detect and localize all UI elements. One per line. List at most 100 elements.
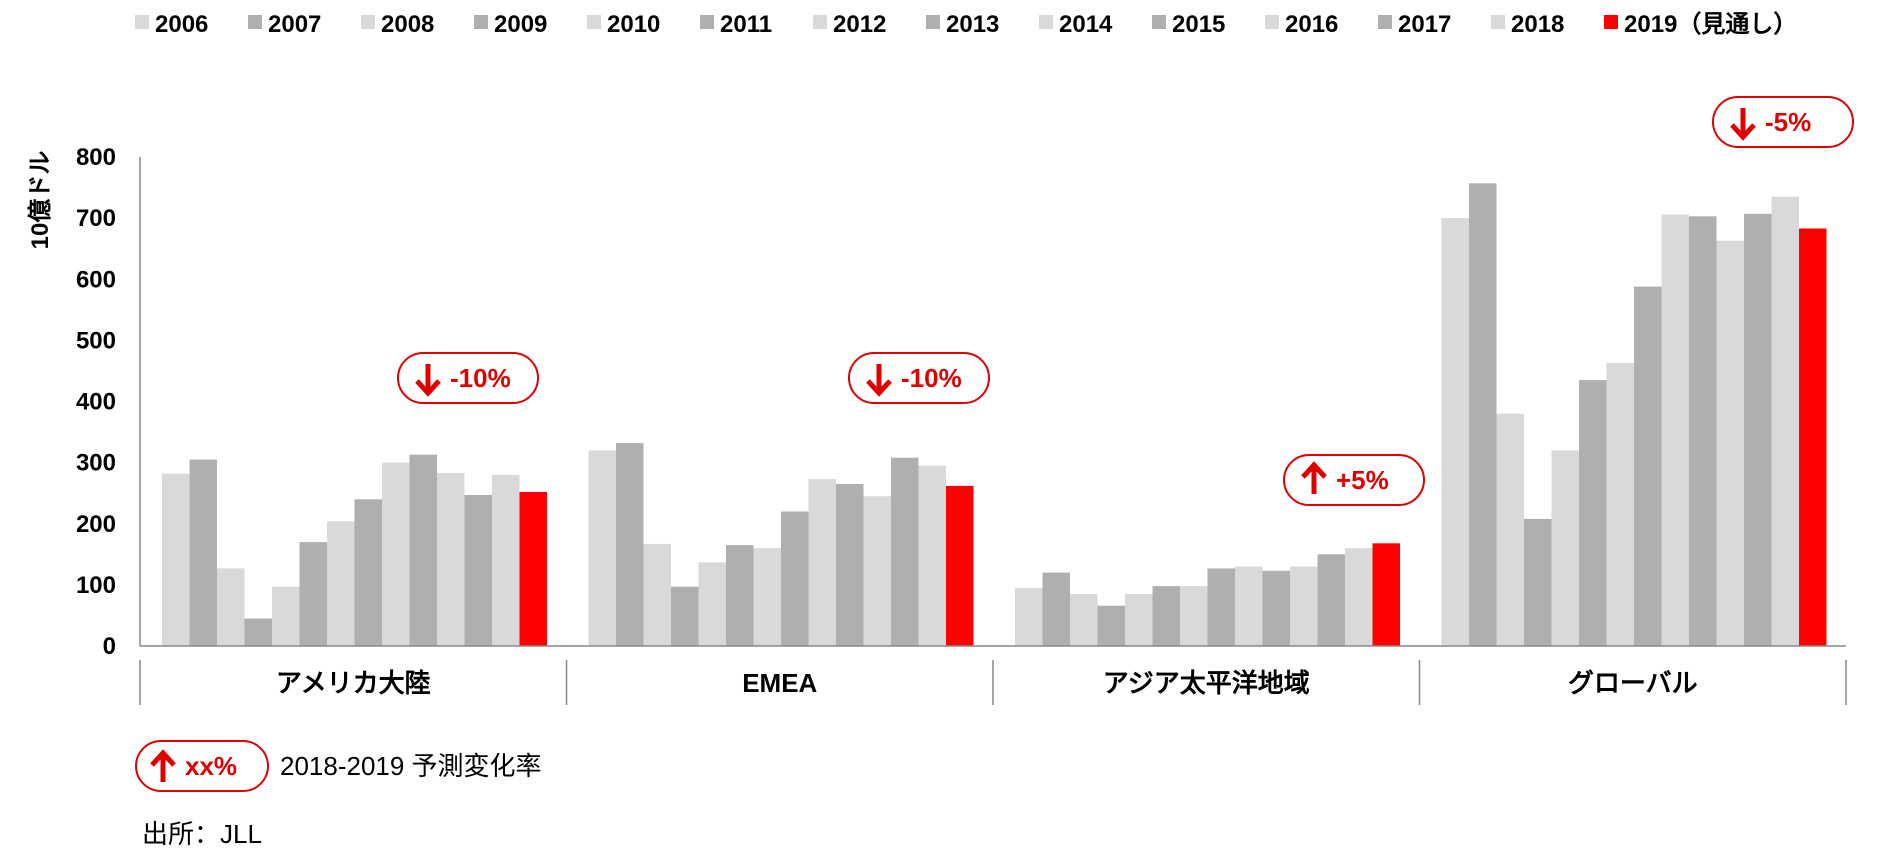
bar	[217, 568, 245, 646]
bar	[299, 542, 327, 646]
arrow-up-icon	[1301, 461, 1327, 494]
bar	[1042, 572, 1070, 646]
legend-label: 2018	[1511, 11, 1564, 38]
legend-label: 2011	[720, 11, 772, 38]
legend-label: 2012	[833, 11, 886, 38]
legend-label: 2013	[946, 11, 999, 38]
y-tick-label: 100	[76, 572, 116, 599]
bar	[1551, 450, 1579, 646]
legend-swatch	[1378, 15, 1392, 29]
bar	[946, 485, 974, 646]
y-axis: 10億ドル 0 100 200 300 400 500 600 700 800	[26, 144, 141, 660]
legend-swatch	[926, 15, 940, 29]
bar	[1441, 218, 1469, 646]
legend-swatch	[248, 15, 262, 29]
category-label: アメリカ大陸	[276, 668, 431, 698]
legend: 2006 2007 2008 2009 2010 2011 2012 2013 2014 2015…	[135, 11, 1797, 38]
legend-label: 2015	[1172, 11, 1225, 38]
legend-swatch	[1265, 15, 1279, 29]
y-tick-label: 200	[76, 511, 116, 538]
change-badge-label: -10%	[901, 363, 962, 393]
bar	[1496, 413, 1524, 646]
note-text: 2018-2019 予測変化率	[280, 751, 542, 781]
legend-label: 2016	[1285, 11, 1338, 38]
bar	[1262, 570, 1290, 646]
x-axis: アメリカ大陸 EMEA アジア太平洋地域 グローバル	[139, 645, 1847, 705]
bar	[1799, 228, 1827, 646]
arrow-down-icon	[866, 364, 892, 397]
legend-label: 2006	[155, 11, 208, 38]
bar	[492, 474, 520, 646]
legend-swatch	[813, 15, 827, 29]
bar	[519, 492, 547, 646]
bar	[616, 443, 644, 646]
bar	[753, 548, 781, 646]
y-tick-label: 300	[76, 450, 116, 477]
bar	[272, 586, 300, 646]
bar	[1235, 566, 1263, 646]
legend-swatch	[1152, 15, 1166, 29]
y-tick-label: 500	[76, 327, 116, 354]
legend-label: 2008	[381, 11, 434, 38]
legend-label: 2019（見通し）	[1624, 11, 1797, 38]
legend-swatch	[1039, 15, 1053, 29]
bar	[588, 450, 616, 646]
legend-swatch	[1604, 15, 1618, 29]
bar	[382, 462, 410, 646]
bar	[918, 465, 946, 646]
legend-swatch	[1491, 15, 1505, 29]
legend-label: 2007	[268, 11, 321, 38]
legend-swatch	[587, 15, 601, 29]
bar	[643, 543, 671, 646]
legend-label: 2010	[607, 11, 660, 38]
bar	[1207, 568, 1235, 646]
change-rate-note: xx% 2018-2019 予測変化率	[135, 740, 542, 792]
y-tick-label: 0	[103, 633, 116, 660]
bar	[1345, 548, 1373, 646]
category-label: EMEA	[742, 668, 817, 698]
note-badge-label: xx%	[185, 751, 237, 781]
bar	[354, 499, 382, 646]
bars	[162, 183, 1827, 647]
bar	[1469, 183, 1497, 647]
bar	[1372, 543, 1400, 646]
bar	[1579, 380, 1607, 646]
bar	[1070, 594, 1098, 646]
note-badge	[135, 740, 269, 792]
change-badge-label: -5%	[1765, 107, 1811, 137]
bar	[464, 495, 492, 646]
y-axis-label: 10億ドル	[26, 151, 54, 250]
bar	[409, 454, 437, 646]
change-badge-label: -10%	[450, 363, 511, 393]
legend-swatch	[474, 15, 488, 29]
y-tick-label: 800	[76, 144, 116, 171]
bar	[1290, 566, 1318, 646]
bar	[1097, 605, 1125, 646]
bar	[671, 586, 699, 646]
bar	[162, 473, 190, 646]
change-badge-label: +5%	[1336, 465, 1389, 495]
bar	[1661, 214, 1689, 646]
bar	[437, 473, 465, 646]
arrow-down-icon	[1730, 108, 1756, 141]
arrow-down-icon	[415, 364, 441, 397]
bar	[1125, 594, 1153, 646]
bar	[1689, 216, 1717, 647]
bar	[1744, 213, 1772, 647]
legend-swatch	[361, 15, 375, 29]
annotations: -10% -10% +5% -5%	[397, 96, 1854, 506]
bar	[1015, 587, 1043, 646]
legend-label: 2009	[494, 11, 547, 38]
change-badge: -5%	[1712, 96, 1854, 148]
bar	[1634, 286, 1662, 646]
bar	[1524, 518, 1552, 646]
bar	[698, 562, 726, 646]
bar	[781, 511, 809, 646]
legend-label: 2014	[1059, 11, 1113, 38]
category-label: グローバル	[1568, 668, 1698, 698]
y-tick-label: 400	[76, 389, 116, 416]
bar	[189, 459, 217, 646]
arrow-up-icon	[150, 749, 176, 782]
source-text: 出所：JLL	[142, 819, 262, 849]
y-tick-label: 700	[76, 205, 116, 232]
